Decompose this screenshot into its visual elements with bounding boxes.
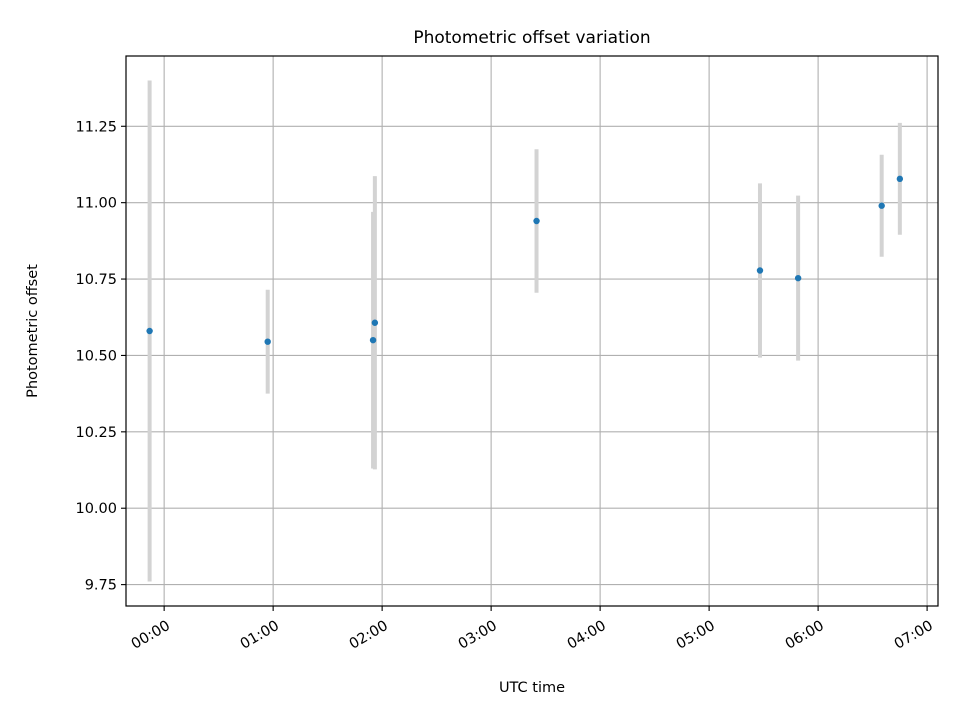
data-point [264, 338, 271, 345]
y-tick-label: 10.75 [75, 272, 117, 288]
data-points [146, 175, 904, 345]
y-tick-label: 9.75 [85, 578, 117, 594]
y-tick-label: 10.50 [75, 348, 117, 364]
data-point [756, 267, 764, 274]
y-tick-label: 10.25 [75, 425, 117, 441]
data-point [369, 336, 377, 344]
data-point [371, 319, 379, 326]
x-axis-label: UTC time [499, 680, 565, 696]
grid-lines [126, 56, 938, 606]
data-point [896, 175, 904, 183]
y-tick-label: 11.25 [75, 119, 117, 135]
data-point [533, 217, 540, 225]
data-point [146, 327, 153, 335]
data-point [878, 202, 885, 209]
data-point [794, 274, 802, 282]
y-axis-label: Photometric offset [25, 264, 41, 398]
plot-frame [125, 55, 939, 607]
y-tick-label: 10.00 [75, 501, 117, 517]
chart-title: Photometric offset variation [413, 28, 650, 48]
y-tick-label: 11.00 [75, 196, 117, 212]
